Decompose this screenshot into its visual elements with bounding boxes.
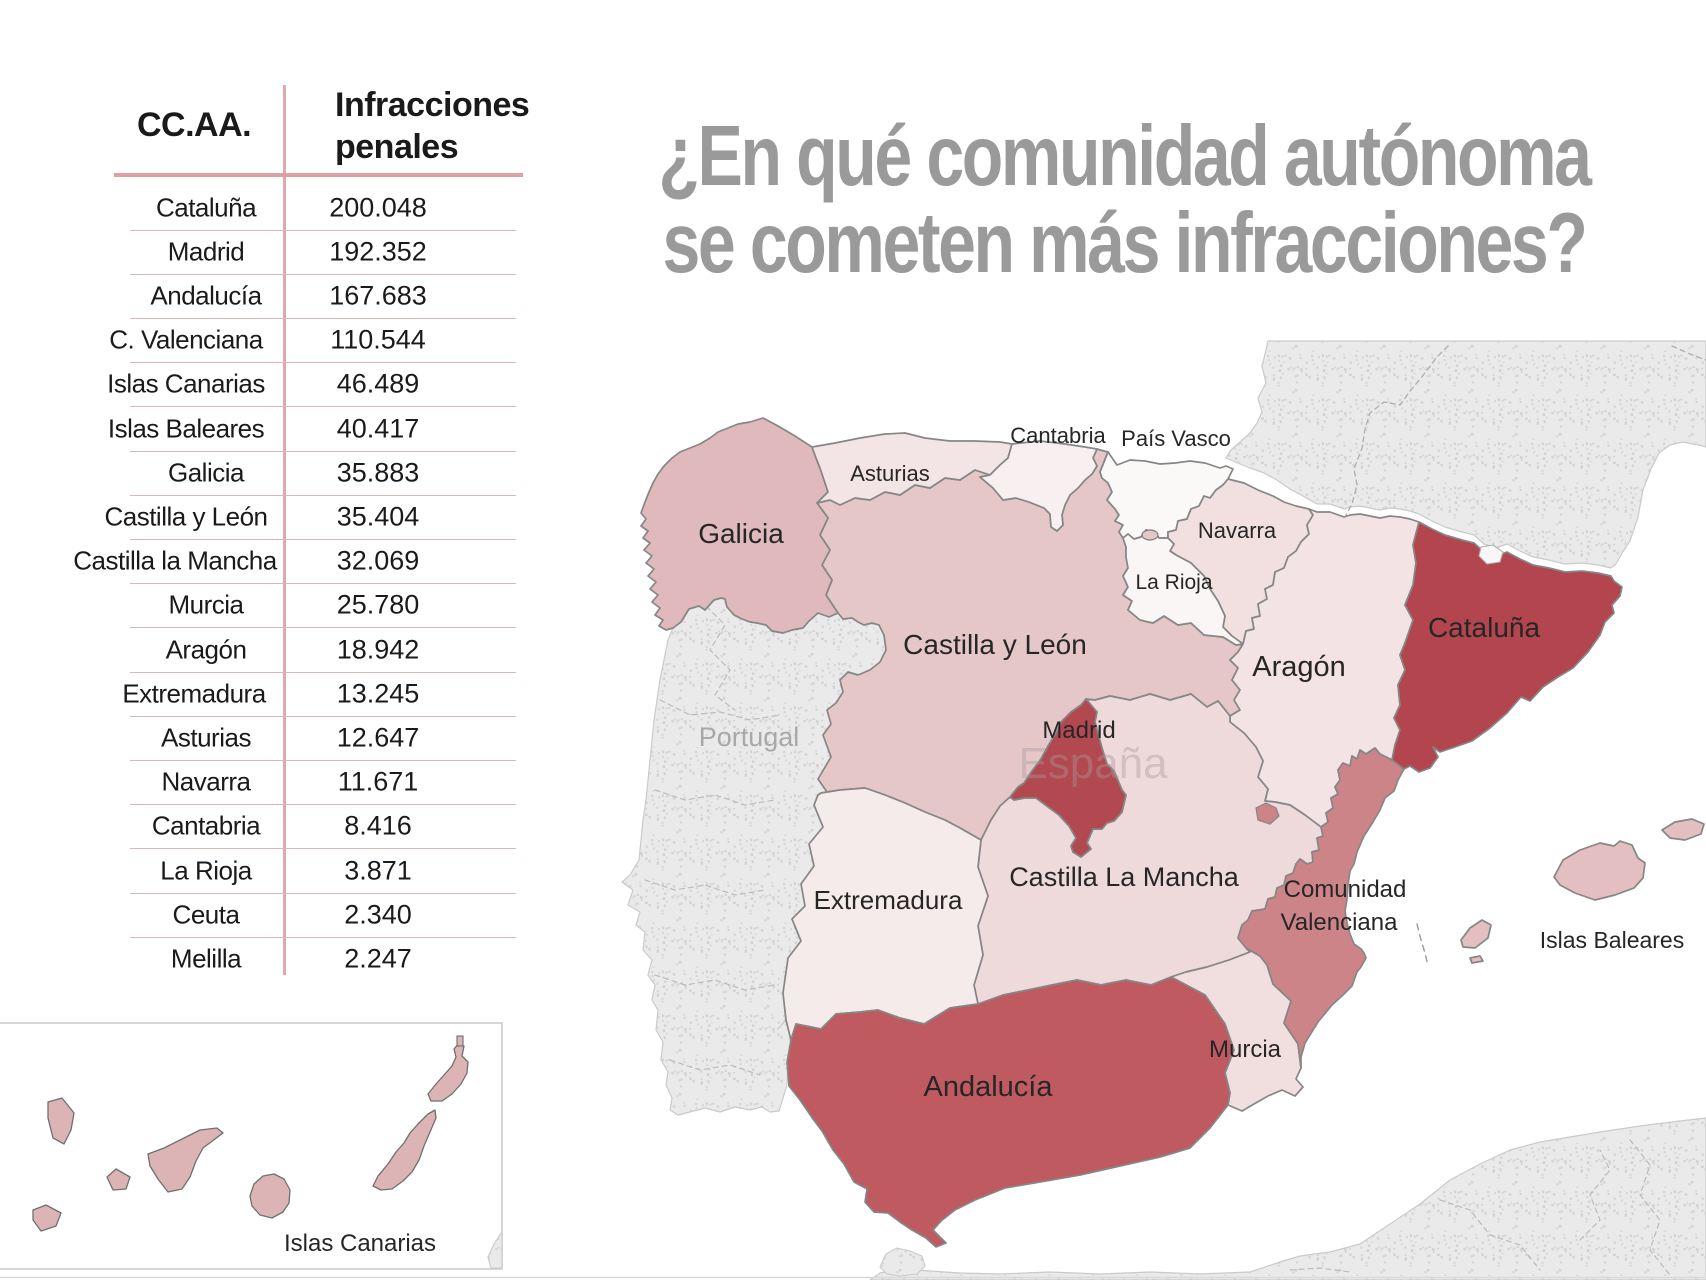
svg-text:Castilla La Mancha: Castilla La Mancha	[1009, 862, 1240, 892]
svg-text:Cataluña: Cataluña	[1428, 612, 1541, 643]
svg-text:Islas Canarias: Islas Canarias	[284, 1230, 436, 1257]
svg-text:La Rioja: La Rioja	[1135, 571, 1212, 594]
svg-text:Islas Baleares: Islas Baleares	[1540, 927, 1684, 953]
svg-text:Aragón: Aragón	[1252, 651, 1346, 683]
svg-text:Murcia: Murcia	[1209, 1036, 1282, 1063]
svg-text:Comunidad: Comunidad	[1284, 876, 1407, 903]
svg-text:Asturias: Asturias	[850, 461, 929, 486]
svg-text:Galicia: Galicia	[698, 518, 784, 549]
svg-text:Madrid: Madrid	[1042, 717, 1115, 744]
svg-text:España: España	[1018, 739, 1168, 788]
svg-text:Portugal: Portugal	[699, 722, 800, 752]
svg-text:Valenciana: Valenciana	[1281, 909, 1399, 936]
svg-text:Extremadura: Extremadura	[814, 885, 963, 915]
svg-text:Cantabria: Cantabria	[1010, 423, 1106, 448]
svg-text:Andalucía: Andalucía	[924, 1071, 1054, 1103]
svg-text:País Vasco: País Vasco	[1121, 426, 1231, 451]
svg-text:Navarra: Navarra	[1198, 518, 1277, 543]
svg-text:Castilla y León: Castilla y León	[903, 629, 1087, 660]
